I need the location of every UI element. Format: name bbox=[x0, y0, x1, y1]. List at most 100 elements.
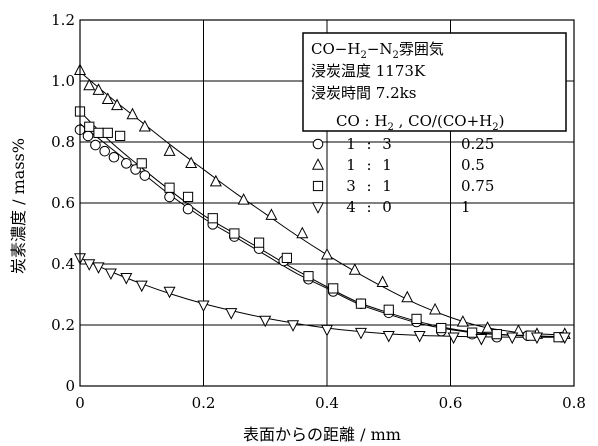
x-tick-label: 0.2 bbox=[192, 394, 216, 412]
data-point-circle bbox=[99, 145, 110, 157]
legend-marker-circle bbox=[312, 138, 324, 150]
legend-ratio-a: 3 bbox=[346, 177, 356, 195]
legend: 1:3 0.251:1 0.53:1 0.754:0 1 bbox=[311, 135, 494, 216]
x-tick-label: 0.4 bbox=[315, 394, 339, 412]
y-tick-label: 0 bbox=[65, 377, 75, 395]
y-axis-ticks: 0 0.2 0.4 0.6 0.8 1.0 1.2 bbox=[51, 11, 86, 395]
y-tick-label: 0.2 bbox=[51, 316, 75, 334]
y-tick-label: 0.8 bbox=[51, 133, 75, 151]
legend-ratio-b: 1 bbox=[382, 156, 392, 174]
x-axis-ticks: 0 0.2 0.4 0.6 0.8 bbox=[75, 380, 586, 412]
temperature-label: 浸炭温度 1173K bbox=[311, 62, 426, 80]
data-point-square bbox=[182, 191, 194, 203]
data-point-triangle-down bbox=[530, 332, 543, 345]
data-point-square bbox=[229, 228, 240, 239]
annotation-box: CO−H2−N2雰囲気 浸炭温度 1173K 浸炭時間 7.2ks CO : H… bbox=[302, 32, 567, 133]
data-point-square bbox=[383, 304, 394, 315]
data-point-triangle-down bbox=[104, 268, 117, 281]
atmosphere-label: CO−H2−N2雰囲気 bbox=[311, 40, 444, 61]
data-point-square bbox=[102, 127, 113, 138]
data-point-triangle-down bbox=[83, 259, 96, 271]
data-point-circle bbox=[182, 203, 194, 215]
data-point-square bbox=[136, 158, 147, 169]
data-point-square bbox=[253, 237, 265, 248]
x-axis-label: 表面からの距離 / mm bbox=[243, 425, 401, 444]
legend-value: 0.25 bbox=[461, 135, 494, 153]
data-markers bbox=[73, 63, 571, 346]
legend-colon: : bbox=[366, 135, 371, 153]
fit-curve-circle bbox=[79, 123, 568, 338]
legend-row: 4:0 1 bbox=[311, 198, 471, 216]
data-point-triangle-up bbox=[237, 193, 250, 205]
data-point-triangle-down bbox=[475, 334, 488, 346]
data-point-triangle-up bbox=[111, 98, 124, 111]
legend-ratio-b: 1 bbox=[382, 177, 392, 195]
y-tick-label: 0.6 bbox=[51, 194, 75, 212]
data-point-square bbox=[467, 327, 478, 338]
data-point-triangle-up bbox=[481, 321, 494, 333]
legend-row: 3:1 0.75 bbox=[312, 177, 494, 195]
data-point-triangle-down bbox=[92, 262, 105, 274]
data-point-square bbox=[436, 322, 447, 334]
data-point-triangle-up bbox=[265, 208, 278, 220]
legend-ratio-b: 3 bbox=[382, 135, 392, 153]
data-point-triangle-up bbox=[209, 174, 222, 187]
data-point-triangle-up bbox=[83, 78, 96, 91]
annotation-frame bbox=[302, 32, 567, 132]
data-point-square bbox=[355, 298, 367, 309]
y-tick-label: 0.4 bbox=[51, 255, 75, 273]
data-point-square bbox=[303, 271, 314, 282]
data-point-triangle-down bbox=[225, 308, 238, 320]
data-point-square bbox=[84, 121, 95, 132]
y-tick-label: 1.2 bbox=[51, 11, 75, 29]
legend-value: 0.5 bbox=[461, 156, 485, 174]
legend-ratio-b: 0 bbox=[382, 198, 392, 216]
data-point-triangle-down bbox=[120, 273, 133, 285]
data-point-circle bbox=[108, 151, 120, 163]
legend-row: 1:3 0.25 bbox=[312, 135, 494, 153]
x-tick-label: 0 bbox=[75, 394, 85, 412]
data-point-square bbox=[281, 252, 292, 264]
data-point-triangle-down bbox=[320, 324, 334, 337]
data-point-circle bbox=[82, 130, 94, 142]
x-tick-label: 0.6 bbox=[439, 394, 463, 412]
x-tick-label: 0.8 bbox=[562, 394, 586, 412]
data-point-triangle-down bbox=[413, 330, 426, 343]
legend-colon: : bbox=[366, 177, 371, 195]
data-point-triangle-down bbox=[506, 332, 519, 345]
data-point-triangle-up bbox=[92, 83, 105, 95]
data-point-square bbox=[93, 127, 104, 138]
data-point-square bbox=[164, 182, 175, 193]
legend-row: 1:1 0.5 bbox=[311, 156, 485, 174]
data-point-square bbox=[411, 313, 422, 324]
legend-value: 1 bbox=[461, 198, 471, 216]
data-point-circle bbox=[139, 170, 151, 181]
data-point-circle bbox=[90, 139, 101, 151]
data-point-square bbox=[328, 283, 339, 294]
data-point-triangle-down bbox=[135, 280, 148, 293]
data-point-triangle-down bbox=[558, 332, 571, 345]
data-point-triangle-up bbox=[320, 247, 334, 260]
data-point-circle bbox=[164, 191, 175, 203]
data-point-triangle-down bbox=[287, 320, 300, 332]
data-point-square bbox=[491, 329, 502, 340]
data-point-triangle-up bbox=[456, 315, 469, 327]
legend-ratio-a: 4 bbox=[346, 198, 356, 216]
y-axis-label: 炭素濃度 / mass% bbox=[9, 138, 28, 274]
data-point-square bbox=[207, 213, 218, 224]
legend-colon: : bbox=[366, 198, 371, 216]
data-point-triangle-up bbox=[185, 156, 198, 169]
legend-header: CO : H2 , CO/(CO+H2) bbox=[336, 112, 504, 133]
data-point-triangle-up bbox=[163, 144, 176, 156]
data-point-triangle-up bbox=[101, 92, 114, 104]
data-point-triangle-down bbox=[197, 300, 210, 313]
data-point-triangle-up bbox=[296, 226, 309, 239]
y-tick-label: 1.0 bbox=[51, 72, 75, 90]
data-point-triangle-down bbox=[259, 315, 272, 328]
data-point-triangle-up bbox=[429, 302, 442, 315]
data-point-triangle-down bbox=[447, 332, 460, 345]
data-point-triangle-up bbox=[126, 107, 139, 120]
legend-ratio-a: 1 bbox=[346, 156, 356, 174]
fit-curve-square bbox=[79, 111, 568, 338]
